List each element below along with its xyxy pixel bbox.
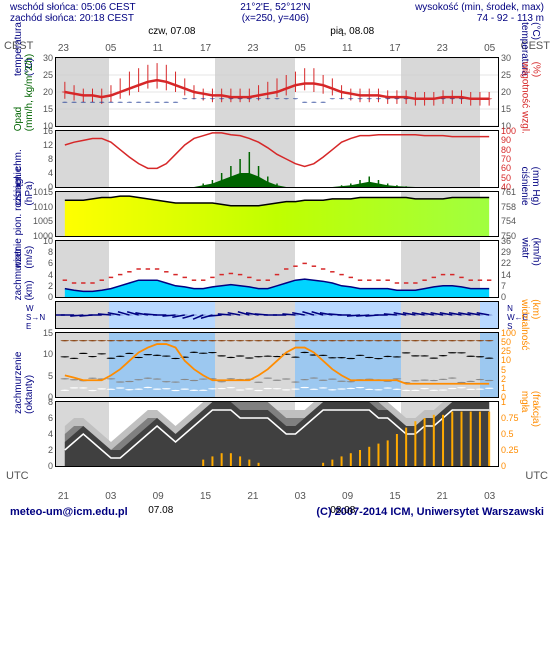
utc-left: UTC (6, 470, 29, 482)
coords-text: 21°2'E, 52°12'N (240, 2, 310, 13)
time-header-top: 23051117230511172305czw, 07.08pią, 08.08 (55, 26, 499, 54)
utc-right: UTC (525, 470, 548, 482)
gridpos-text: (x=250, y=406) (240, 13, 310, 24)
panel-pressure: ciśnienie(hPa)(mm Hg)ciśnienie1000100510… (55, 191, 499, 237)
footer-email: meteo-um@icm.edu.pl (10, 506, 128, 518)
panel-wind-dir: WS→NENW←ES (55, 301, 499, 329)
elevation-label: wysokość (min, środek, max) (415, 2, 544, 13)
panel-precipitation: Opad(mm/h, kg/m^2/h)(%)wilgotność wzgl.0… (55, 130, 499, 188)
panel-cloud-visibility: zachmurzenie pion. rozciągł. chm.(km)(km… (55, 332, 499, 398)
time-header-bot: 2103091521030915210307.0808.08 (55, 470, 499, 502)
panels-host: temperatura(°C)(°C)temperatura1015202530… (35, 57, 519, 467)
meteogram-container: wschód słońca: 05:06 CEST zachód słońca:… (0, 0, 554, 522)
footer: meteo-um@icm.edu.pl (C) 2007-2014 ICM, U… (0, 502, 554, 522)
panel-temperature: temperatura(°C)(°C)temperatura1015202530… (55, 57, 499, 127)
panel-wind: wiatr(m/s)(km/h)wiatr02468100714222936 (55, 240, 499, 298)
panel-cloud-cover: zachmurzenie(oktanty)(frakcja)mgła024680… (55, 401, 499, 467)
sunrise-text: wschód słońca: 05:06 CEST (10, 2, 136, 13)
header: wschód słońca: 05:06 CEST zachód słońca:… (0, 0, 554, 26)
chart-area: CEST CEST 23051117230511172305czw, 07.08… (0, 26, 554, 502)
